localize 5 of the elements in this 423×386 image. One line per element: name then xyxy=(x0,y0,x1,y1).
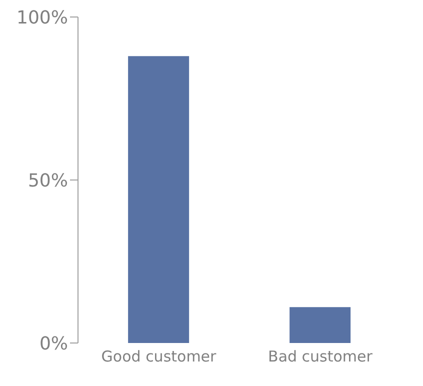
y-tick-label: 100% xyxy=(16,7,68,28)
y-tick-label: 50% xyxy=(28,170,68,192)
x-tick-label: Good customer xyxy=(101,348,218,366)
x-tick-label: Bad customer xyxy=(268,348,374,366)
y-tick-label: 0% xyxy=(39,333,68,354)
